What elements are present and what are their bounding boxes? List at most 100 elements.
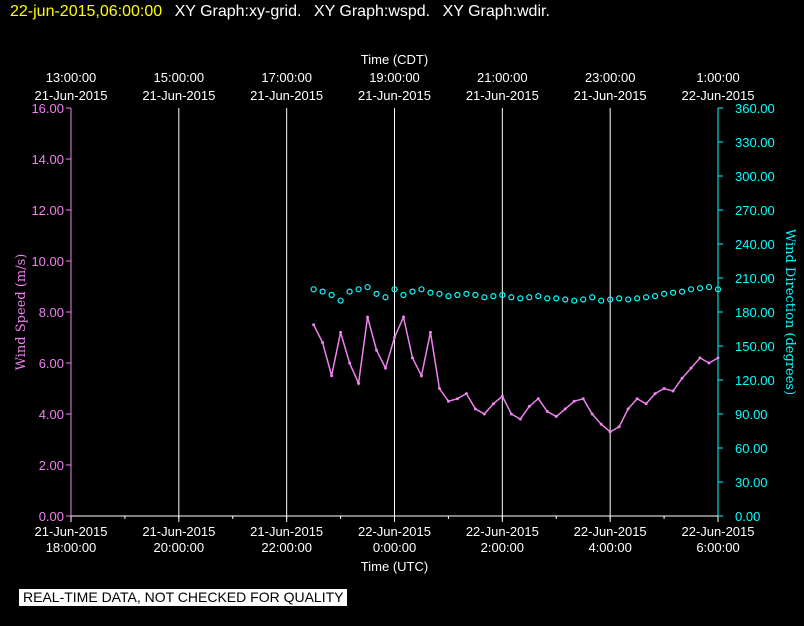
wspd-point: [321, 341, 325, 345]
wdir-point: [463, 290, 470, 297]
top-tick-label-time: 1:00:00: [696, 70, 739, 85]
wdir-point: [643, 294, 650, 301]
wspd-point: [626, 407, 630, 411]
wdir-point: [400, 291, 407, 299]
wspd-point: [401, 315, 405, 319]
right-tick-label: 300.00: [735, 169, 775, 184]
bottom-tick-label-date: 21-Jun-2015: [250, 524, 323, 539]
quality-disclaimer: REAL-TIME DATA, NOT CHECKED FOR QUALITY: [19, 589, 348, 606]
wspd-point: [437, 387, 441, 390]
bottom-tick-label-date: 22-Jun-2015: [682, 524, 755, 539]
bottom-tick-label-time: 6:00:00: [696, 540, 739, 555]
wspd-series-line: [312, 314, 719, 433]
wspd-point: [716, 356, 720, 360]
wdir-point: [328, 291, 335, 299]
top-tick-label-date: 21-Jun-2015: [250, 88, 323, 103]
wdir-point: [346, 288, 353, 295]
wdir-point: [436, 290, 443, 297]
wdir-point: [526, 294, 533, 301]
left-tick-label: 2.00: [39, 458, 64, 473]
top-tick-label-date: 22-Jun-2015: [682, 88, 755, 103]
wdir-point: [508, 294, 515, 301]
wspd-point: [410, 356, 414, 360]
wdir-point: [705, 283, 713, 291]
bottom-tick-label-time: 20:00:00: [154, 540, 205, 555]
left-tick-label: 0.00: [39, 509, 64, 524]
right-tick-label: 0.00: [735, 509, 760, 524]
wspd-point: [635, 397, 639, 401]
wdir-point: [571, 297, 578, 304]
wdir-point: [472, 291, 479, 299]
wdir-point: [391, 286, 398, 293]
wspd-point: [464, 392, 468, 396]
wdir-point: [696, 285, 704, 292]
wspd-point: [590, 412, 594, 416]
wspd-point: [662, 387, 666, 390]
wspd-point: [554, 415, 558, 419]
wspd-point: [509, 412, 513, 416]
wspd-point: [644, 402, 648, 406]
bottom-tick-label-time: 0:00:00: [373, 540, 416, 555]
wdir-point: [427, 289, 434, 296]
wdir-point: [310, 286, 317, 293]
right-tick-label: 30.00: [735, 475, 768, 490]
bottom-tick-label-time: 2:00:00: [481, 540, 524, 555]
wspd-point: [348, 361, 352, 365]
wdir-point: [418, 286, 425, 293]
wdir-point: [616, 295, 623, 302]
top-tick-label-time: 21:00:00: [477, 70, 528, 85]
right-tick-label: 90.00: [735, 407, 768, 422]
chart-header: 22-jun-2015,06:00:00 XY Graph:xy-grid. X…: [10, 3, 550, 21]
wspd-point: [357, 381, 361, 385]
left-tick-label: 6.00: [39, 356, 64, 371]
right-tick-label: 180.00: [735, 305, 775, 320]
wdir-point: [598, 297, 605, 304]
bottom-tick-label-date: 21-Jun-2015: [35, 524, 108, 539]
bottom-tick-label-date: 22-Jun-2015: [358, 524, 431, 539]
right-tick-label: 270.00: [735, 203, 775, 218]
wdir-point: [517, 295, 524, 302]
wspd-point: [563, 407, 567, 411]
wspd-point: [671, 389, 675, 393]
bottom-tick-label-time: 4:00:00: [588, 540, 631, 555]
top-tick-label-time: 19:00:00: [369, 70, 420, 85]
left-tick-label: 12.00: [31, 203, 64, 218]
wspd-point: [653, 392, 657, 396]
wdir-point: [454, 291, 461, 299]
top-axis-label: Time (CDT): [361, 52, 428, 67]
top-tick-label-time: 15:00:00: [154, 70, 205, 85]
wspd-point: [617, 425, 621, 429]
bottom-tick-label-date: 22-Jun-2015: [466, 524, 539, 539]
left-tick-label: 10.00: [31, 254, 64, 269]
wspd-point: [500, 394, 504, 398]
title-wdir: XY Graph:wdir.: [442, 3, 550, 20]
wdir-point: [364, 283, 371, 291]
wspd-point: [698, 356, 702, 360]
wspd-point: [455, 397, 459, 401]
wspd-point: [608, 430, 612, 434]
top-tick-label-time: 17:00:00: [261, 70, 312, 85]
left-tick-label: 4.00: [39, 407, 64, 422]
wdir-point: [355, 286, 362, 293]
wspd-point: [366, 315, 370, 319]
wdir-point: [499, 291, 506, 299]
left-axis-label: Wind Speed (m/s): [14, 254, 29, 371]
wdir-point: [714, 286, 722, 293]
wdir-point: [589, 294, 596, 301]
wspd-point: [680, 376, 684, 380]
wspd-point: [572, 399, 576, 403]
right-tick-label: 240.00: [735, 237, 775, 252]
wdir-point: [337, 297, 344, 304]
wdir-point: [687, 286, 695, 293]
wdir-point: [481, 294, 488, 301]
top-tick-label-date: 21-Jun-2015: [358, 88, 431, 103]
bottom-tick-label-date: 22-Jun-2015: [574, 524, 647, 539]
wdir-point: [625, 296, 632, 303]
wspd-point: [384, 366, 388, 370]
wdir-point: [409, 288, 416, 295]
title-xy-grid: XY Graph:xy-grid.: [174, 3, 302, 20]
top-tick-label-time: 23:00:00: [585, 70, 636, 85]
wspd-point: [518, 417, 522, 421]
bottom-tick-label-time: 18:00:00: [46, 540, 97, 555]
